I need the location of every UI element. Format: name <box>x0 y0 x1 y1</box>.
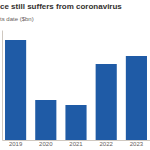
x-tick: 2020 <box>39 140 53 147</box>
bar <box>65 105 86 140</box>
y-axis <box>2 31 3 141</box>
bar <box>96 64 117 140</box>
x-tick: 2022 <box>100 140 114 147</box>
bars <box>5 40 147 140</box>
bar <box>35 100 56 140</box>
bar <box>5 40 26 140</box>
subtitle: ts date ($bn) <box>0 16 34 22</box>
title: ce still suffers from coronavirus <box>0 2 122 11</box>
x-tick-label: 2022 <box>100 141 114 147</box>
bar <box>126 56 147 140</box>
x-tick: 2021 <box>69 140 83 147</box>
y-axis-line <box>2 31 3 141</box>
x-tick-label: 2021 <box>69 141 83 147</box>
x-tick: 2019 <box>9 140 23 147</box>
x-axis: 2019 2020 2021 2022 2023 <box>3 140 150 147</box>
x-tick-label: 2020 <box>39 141 53 147</box>
chart: ce still suffers from coronavirus ts date… <box>0 0 150 150</box>
x-tick-label: 2023 <box>130 141 144 147</box>
x-tick: 2023 <box>130 140 144 147</box>
x-tick-label: 2019 <box>9 141 23 147</box>
